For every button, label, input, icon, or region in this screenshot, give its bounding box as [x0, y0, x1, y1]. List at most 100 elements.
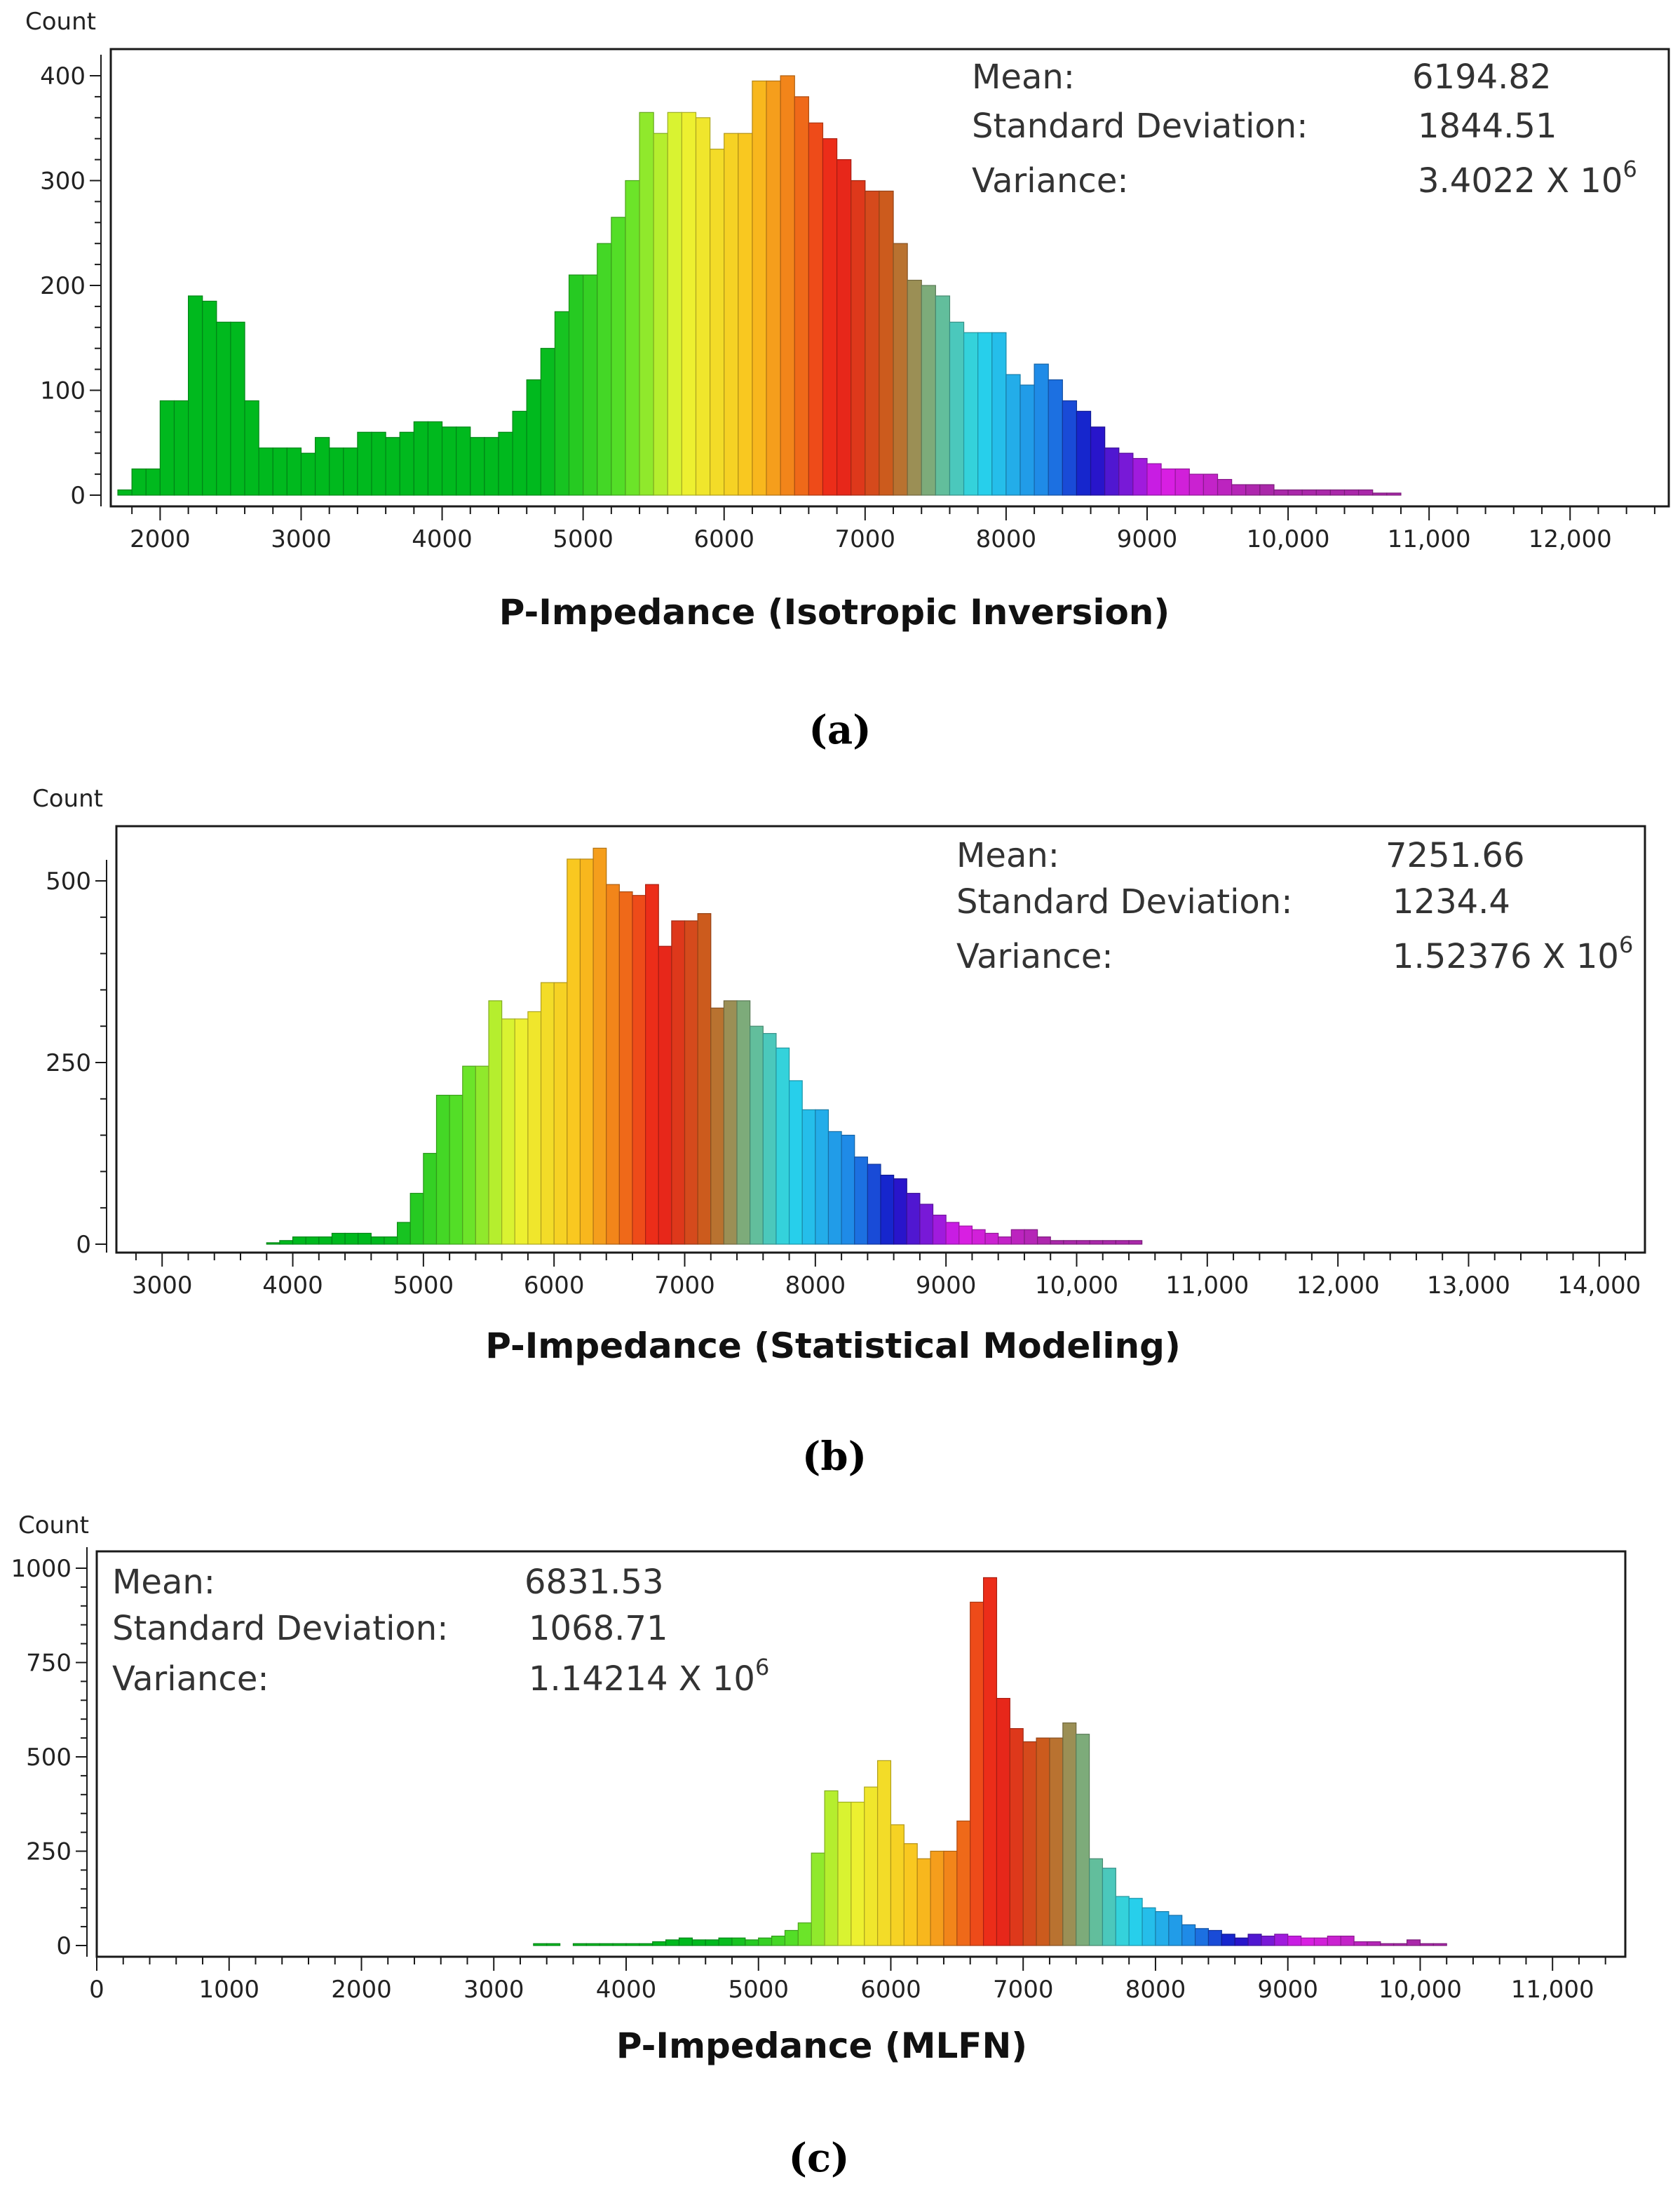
histogram-bar [1019, 384, 1035, 496]
histogram-bar [475, 1065, 489, 1245]
histogram-bar [1076, 410, 1092, 496]
histogram-bar [1261, 1935, 1275, 1946]
histogram-bar [1115, 1896, 1130, 1946]
x-tick-label: 6000 [524, 1272, 585, 1300]
histogram-bar [1128, 1898, 1143, 1946]
histogram-bar [671, 920, 686, 1245]
x-tick-label: 4000 [596, 1976, 657, 2004]
histogram-bar [567, 858, 581, 1245]
histogram-bar [533, 1943, 548, 1946]
histogram-bar [1203, 473, 1219, 496]
variance-label: Variance: [112, 1659, 269, 1699]
std-label: Standard Deviation: [112, 1609, 448, 1648]
x-tick-label: 1000 [198, 1976, 259, 2004]
histogram-bar [667, 112, 682, 496]
histogram-bar [977, 332, 993, 496]
y-tick-label: 400 [40, 62, 86, 90]
variance-label: Variance: [972, 161, 1129, 201]
histogram-bar [893, 243, 908, 496]
histogram-bar [1432, 1943, 1447, 1946]
histogram-bar [611, 217, 626, 496]
histogram-bar [449, 1095, 463, 1245]
histogram-bar [292, 1236, 306, 1245]
x-axis: 0 1000 2000 3000 4000 5000 6000 7000 8000 9000 10,… [89, 1956, 1625, 2004]
histogram-bar [762, 1032, 777, 1245]
x-tick-label: 7000 [654, 1272, 715, 1300]
histogram-bar [1049, 1737, 1064, 1946]
histogram-bar [1155, 1910, 1170, 1946]
histogram-bar [1181, 1924, 1196, 1946]
x-tick-label: 11,000 [1388, 525, 1471, 553]
y-tick-label: 500 [26, 1744, 72, 1772]
x-tick-label: 10,000 [1378, 1976, 1462, 2004]
x-tick-label: 5000 [553, 525, 614, 553]
histogram-bar [1259, 484, 1275, 496]
histogram-bar [1188, 473, 1205, 496]
histogram-bar [1048, 379, 1063, 496]
histogram-bar [266, 1242, 280, 1245]
histogram-bar [1022, 1741, 1037, 1946]
histogram-bar [691, 1939, 706, 1946]
histogram-bar [1062, 400, 1078, 496]
histogram-bar [1146, 463, 1162, 496]
histogram-bar [907, 279, 922, 496]
x-tick-label: 10,000 [1247, 525, 1330, 553]
y-axis-title: Count [25, 8, 96, 36]
y-axis-title: Count [32, 785, 103, 813]
histogram-bar [1245, 484, 1261, 496]
histogram-bar [585, 1943, 600, 1946]
histogram-bar [1062, 1722, 1077, 1946]
histogram-bar [724, 133, 739, 496]
x-tick-label: 11,000 [1165, 1272, 1249, 1300]
histogram-bar [371, 431, 386, 496]
y-tick-label: 200 [40, 272, 86, 300]
x-tick-label: 7000 [993, 1976, 1054, 2004]
histogram-bar [514, 1018, 529, 1245]
histogram-bar [423, 1152, 438, 1245]
x-tick-label: 0 [89, 1976, 104, 2004]
histogram-bar [752, 80, 767, 496]
x-axis-title: P-Impedance (Statistical Modeling) [485, 1326, 1181, 1366]
histogram-bar [1274, 1934, 1289, 1946]
histogram-bar [159, 400, 175, 496]
histogram-bar [815, 1109, 829, 1245]
x-tick-label: 3000 [132, 1272, 193, 1300]
histogram-bar [314, 437, 330, 496]
x-tick-label: 5000 [728, 1976, 789, 2004]
bar-series [266, 847, 1143, 1245]
histogram-bar [854, 1157, 868, 1245]
mean-label: Mean: [112, 1563, 215, 1602]
y-tick-label: 500 [46, 868, 91, 896]
histogram-bar [1034, 363, 1049, 496]
histogram-bar [1372, 492, 1388, 496]
histogram-bar [958, 1225, 973, 1245]
y-tick-label: 250 [26, 1838, 72, 1866]
histogram-bar [771, 1935, 786, 1946]
histogram-bar [945, 1222, 960, 1245]
histogram-bar [1231, 484, 1247, 496]
histogram-bar [758, 1937, 773, 1946]
histogram-bar [456, 426, 471, 496]
histogram-bar [1036, 1236, 1051, 1245]
histogram-bar [1024, 1229, 1038, 1245]
x-tick-label: 5000 [393, 1272, 454, 1300]
histogram-bar [780, 75, 795, 496]
histogram-bar [1207, 1929, 1222, 1946]
histogram-bar [639, 112, 654, 496]
histogram-bar [745, 1939, 759, 1946]
histogram-bar [1287, 489, 1303, 496]
histogram-bar [286, 447, 302, 496]
histogram-bar [1367, 1941, 1381, 1946]
histogram-bar [1128, 1240, 1143, 1245]
x-tick-label: 12,000 [1529, 525, 1612, 553]
histogram-bar [956, 1820, 971, 1946]
histogram-panel-c: 0 1000 2000 3000 4000 5000 6000 7000 8000 9000 10,… [11, 1511, 1627, 2181]
y-axis: 0 250 500 750 1000 [11, 1547, 88, 1960]
histogram-bar [678, 1937, 693, 1946]
histogram-bar [697, 913, 712, 1245]
histogram-bar [1380, 1943, 1395, 1946]
histogram-bar [413, 421, 429, 496]
histogram-bar [1063, 1240, 1078, 1245]
histogram-bar [827, 1131, 842, 1245]
